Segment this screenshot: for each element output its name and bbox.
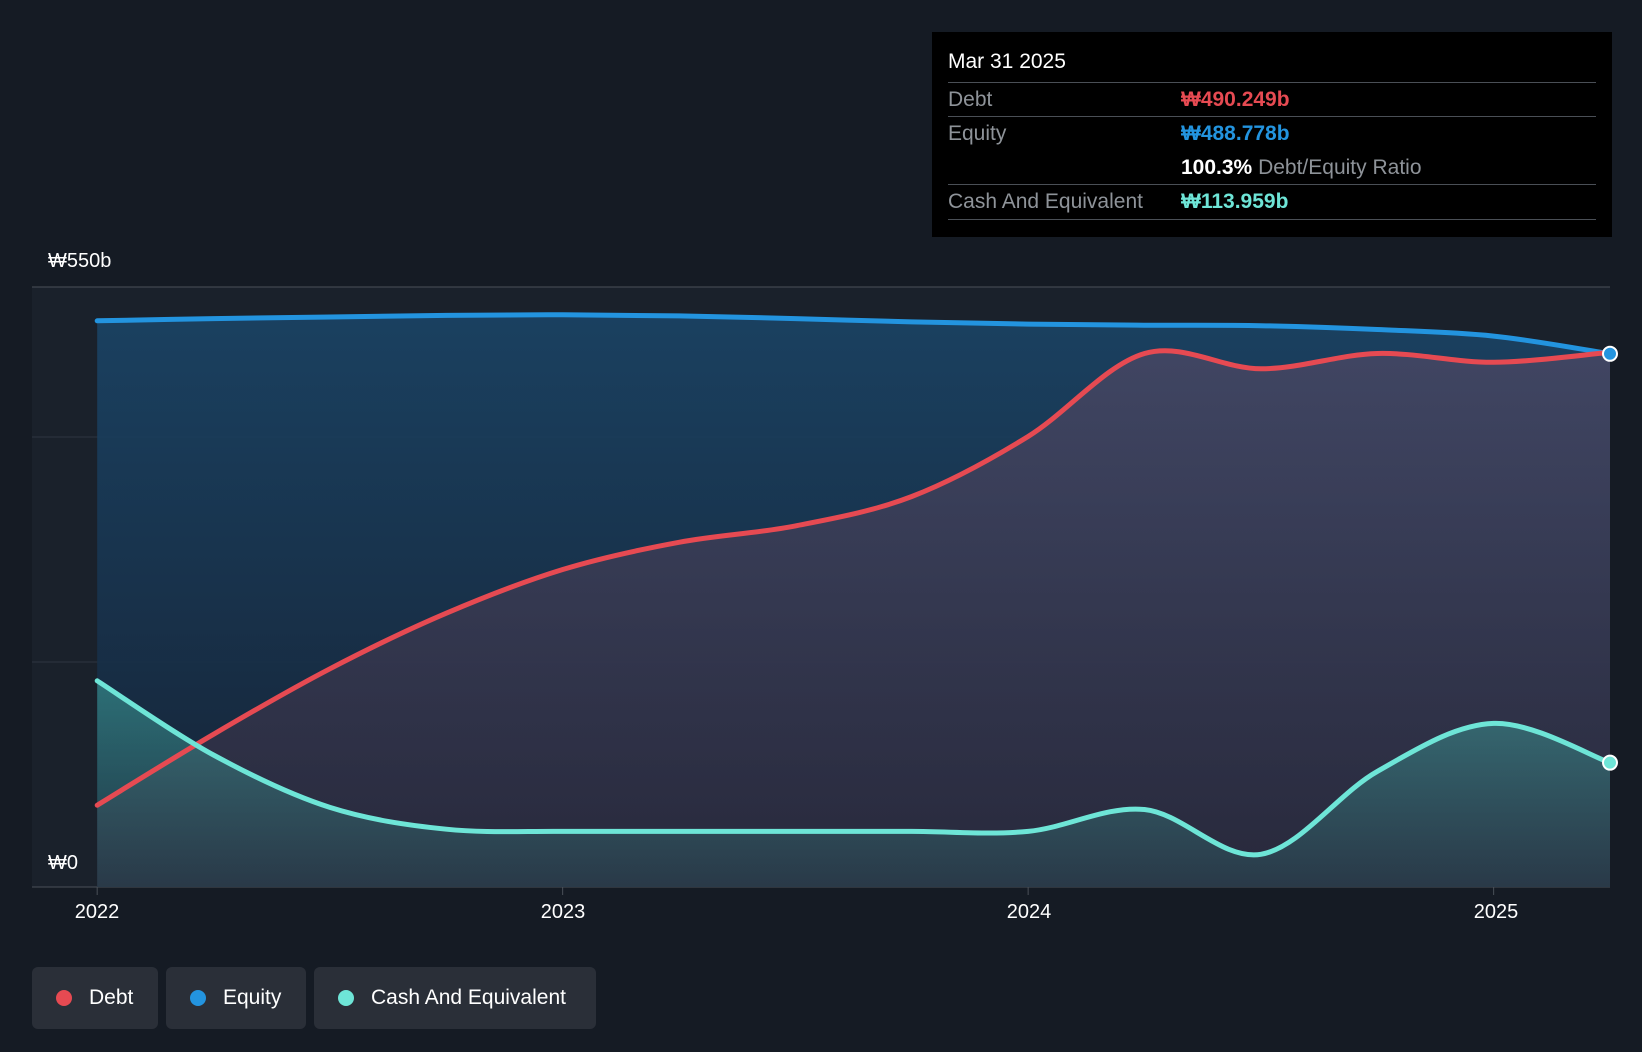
tooltip-equity-label: Equity	[948, 122, 1007, 145]
cash-and-equivalent-endpoint-marker	[1602, 754, 1618, 771]
x-tick-label-2023: 2023	[540, 901, 586, 923]
tooltip-equity-value: ₩488.778b	[1181, 122, 1290, 145]
y-tick-label-zero: ₩0	[48, 852, 78, 874]
equity-dot-icon	[190, 990, 206, 1006]
cash-dot-icon	[338, 990, 354, 1006]
tooltip-row-equity: Equity ₩488.778b	[948, 116, 1596, 151]
x-tick-label-2022: 2022	[74, 901, 120, 923]
debt-dot-icon	[56, 990, 72, 1006]
legend-item-equity[interactable]: Equity	[166, 967, 306, 1029]
legend-debt-label: Debt	[89, 986, 134, 1009]
debt-area	[97, 350, 1611, 887]
cash-and-equivalent-area	[97, 680, 1611, 887]
legend-item-cash[interactable]: Cash And Equivalent	[314, 967, 596, 1029]
legend-equity-label: Equity	[223, 986, 282, 1009]
data-tooltip: Mar 31 2025 Debt ₩490.249b Equity ₩488.7…	[932, 32, 1612, 237]
tooltip-row-cash: Cash And Equivalent ₩113.959b	[948, 184, 1596, 220]
tooltip-debt-label: Debt	[948, 88, 993, 111]
tooltip-cash-value: ₩113.959b	[1181, 190, 1289, 213]
x-tick-label-2025: 2025	[1473, 901, 1519, 923]
tooltip-ratio: 100.3% Debt/Equity Ratio	[1181, 156, 1422, 180]
tooltip-row-debt: Debt ₩490.249b	[948, 82, 1596, 117]
equity-line	[94, 312, 1613, 357]
debt-line	[94, 348, 1613, 808]
legend-item-debt[interactable]: Debt	[32, 967, 158, 1029]
equity-endpoint-marker	[1602, 345, 1618, 362]
cash-and-equivalent-line	[94, 678, 1613, 858]
tooltip-ratio-value: 100.3%	[1181, 156, 1253, 179]
tooltip-date: Mar 31 2025	[948, 50, 1066, 73]
tooltip-cash-label: Cash And Equivalent	[948, 190, 1143, 213]
y-tick-label-top: ₩550b	[48, 250, 112, 272]
x-tick-label-2024: 2024	[1006, 901, 1052, 923]
tooltip-ratio-label: Debt/Equity Ratio	[1258, 156, 1422, 179]
legend-cash-label: Cash And Equivalent	[371, 986, 566, 1009]
tooltip-debt-value: ₩490.249b	[1181, 88, 1290, 111]
